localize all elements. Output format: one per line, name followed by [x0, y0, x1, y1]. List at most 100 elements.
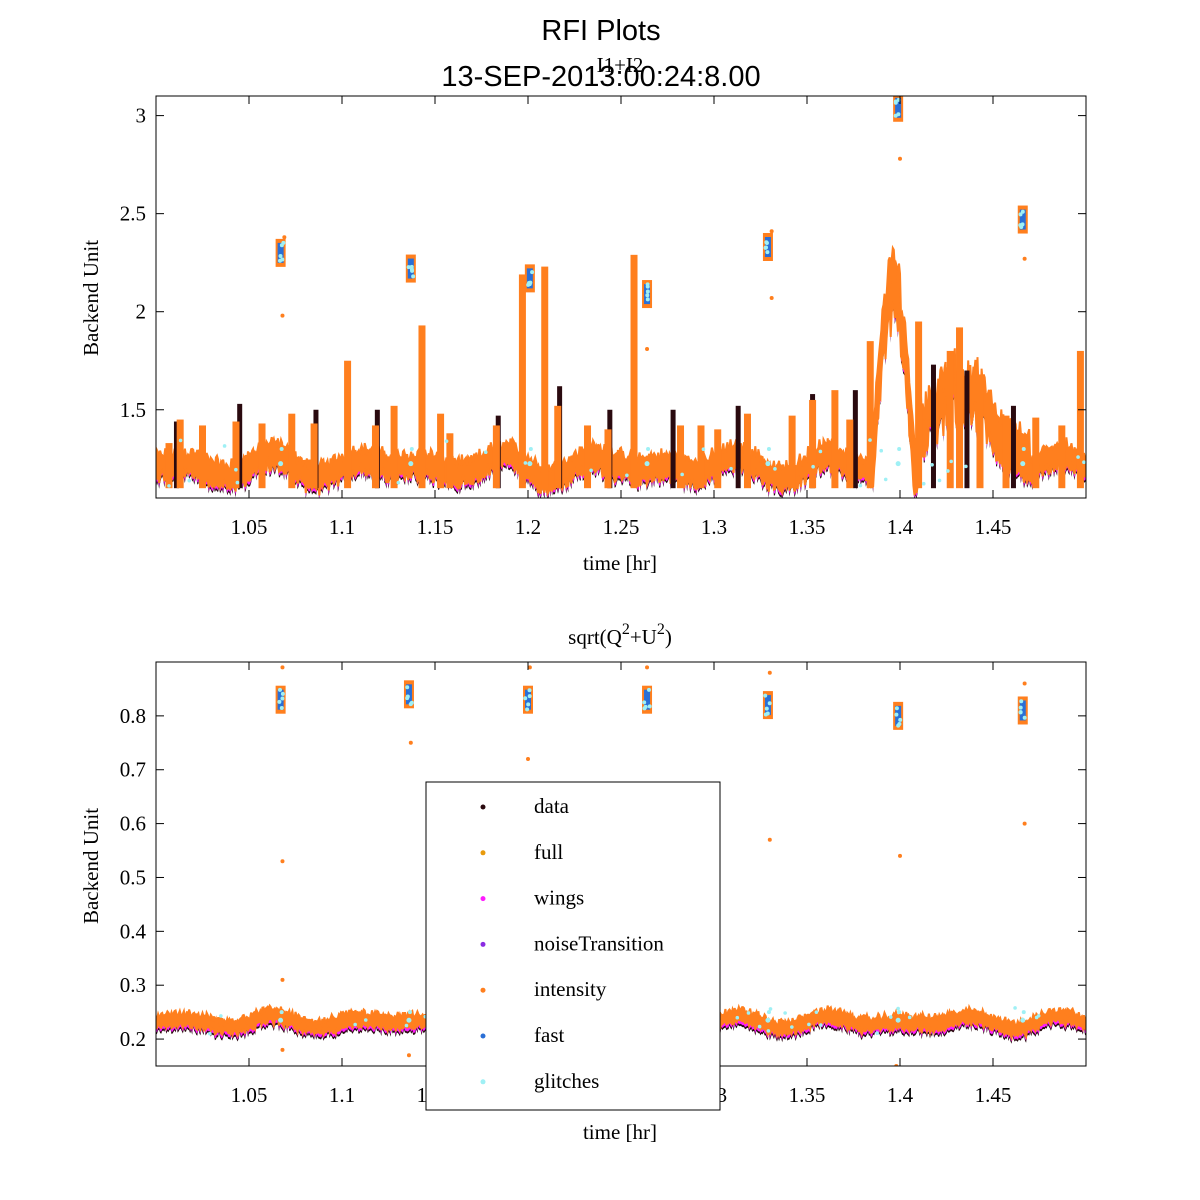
- outlier-point: [280, 977, 285, 982]
- glitch-point: [279, 706, 284, 711]
- glitch-cluster-fast: [277, 689, 284, 710]
- glitch-point: [222, 444, 227, 448]
- glitch-point: [530, 270, 535, 275]
- legend-marker-data: [480, 804, 486, 810]
- glitch-point: [746, 1011, 751, 1015]
- legend-label-full: full: [534, 840, 563, 864]
- glitch-point: [279, 1010, 284, 1015]
- glitch-point: [406, 265, 411, 270]
- y-tick-label: 0.5: [120, 865, 146, 889]
- glitch-cluster-fast: [1019, 700, 1026, 721]
- y-tick-label: 3: [136, 104, 147, 128]
- intensity-spike: [518, 274, 526, 489]
- glitch-point: [234, 467, 238, 472]
- glitch-point: [178, 438, 183, 443]
- glitch-point: [280, 691, 285, 696]
- glitch-point: [964, 464, 968, 469]
- glitch-point: [409, 267, 414, 272]
- outlier-point: [406, 1053, 411, 1058]
- data-spike: [237, 403, 243, 489]
- intensity-spike: [418, 325, 426, 489]
- legend-label-noiseTransition: noiseTransition: [534, 931, 664, 955]
- glitch-point: [527, 461, 533, 467]
- panel-top-points: [156, 96, 1086, 498]
- legend-box: [425, 781, 721, 1111]
- glitch-point: [763, 693, 768, 698]
- glitch-point: [1018, 705, 1023, 710]
- outlier-point: [645, 346, 650, 351]
- intensity-spike: [390, 405, 398, 489]
- glitch-cluster-fast: [526, 268, 533, 289]
- panel-top-xticks: 1.05 1.1 1.15 1.2 1.25 1.3 1.35 1.4 1.45: [231, 96, 1012, 539]
- glitch-point: [763, 712, 768, 717]
- glitch-point: [281, 240, 286, 245]
- glitch-point: [1020, 461, 1026, 467]
- glitch-point: [894, 712, 899, 717]
- glitch-point: [280, 696, 285, 701]
- legend-items: data full wings noiseTransition intensity fas…: [480, 794, 664, 1093]
- glitch-point: [167, 484, 171, 488]
- x-tick-label: 1.45: [975, 1083, 1012, 1107]
- glitch-point: [790, 1025, 794, 1029]
- glitch-point: [1020, 209, 1025, 214]
- intensity-spike: [554, 405, 562, 489]
- intensity-spike: [165, 443, 173, 489]
- x-tick-label: 1.1: [329, 515, 355, 539]
- glitch-point: [407, 1010, 412, 1015]
- outlier-point: [282, 235, 287, 240]
- y-tick-label: 0.3: [120, 973, 146, 997]
- figure-title: RFI Plots: [541, 15, 660, 47]
- glitch-point: [818, 449, 823, 454]
- outlier-point: [898, 156, 902, 161]
- intensity-spike: [232, 421, 240, 489]
- y-tick-label: 2: [136, 300, 147, 324]
- intensity-spike: [437, 413, 445, 489]
- figure-subtitle: 13-SEP-2013:00:24:8.00: [441, 61, 760, 93]
- glitch-point: [219, 1014, 223, 1018]
- intensity-spike: [630, 254, 638, 489]
- x-tick-label: 1.2: [515, 515, 541, 539]
- intensity-spike: [846, 419, 854, 489]
- panel-top-ylabel: Backend Unit: [79, 240, 103, 356]
- intensity-spike: [788, 415, 796, 489]
- panel-bottom-yticks: 0.2 0.3 0.4 0.5 0.6 0.7 0.8: [120, 704, 1086, 1051]
- glitch-point: [765, 1017, 771, 1023]
- glitch-point: [1018, 710, 1023, 715]
- outlier-point: [767, 837, 772, 842]
- outlier-point: [1022, 821, 1027, 826]
- x-tick-label: 1.05: [231, 515, 268, 539]
- glitch-point: [404, 1023, 409, 1028]
- glitch-point: [642, 700, 647, 705]
- glitch-point: [405, 694, 410, 699]
- data-spike: [930, 364, 936, 489]
- glitch-point: [814, 1010, 819, 1014]
- glitch-point: [757, 1024, 762, 1029]
- glitch-cluster-fast: [895, 705, 902, 726]
- intensity-spike: [946, 350, 954, 489]
- x-tick-label: 1.4: [887, 1083, 914, 1107]
- data-spike: [670, 409, 676, 489]
- glitch-point: [907, 1015, 912, 1020]
- glitch-point: [765, 461, 771, 467]
- outlier-point: [280, 665, 285, 670]
- outlier-point: [1022, 256, 1027, 261]
- panel-intensity: I1+I2 1.05 1.1 1.15 1.2 1.25 1.3 1.35 1.4 1.45 1…: [79, 53, 1087, 575]
- glitch-point: [526, 282, 531, 287]
- x-tick-label: 1.45: [975, 515, 1012, 539]
- y-tick-label: 0.4: [120, 919, 147, 943]
- legend-label-wings: wings: [534, 886, 584, 910]
- x-tick-label: 1.4: [887, 515, 914, 539]
- data-spike: [852, 390, 858, 489]
- glitch-point: [768, 1007, 773, 1011]
- glitch-point: [589, 468, 593, 473]
- glitch-point: [893, 100, 898, 105]
- y-tick-label: 0.8: [120, 704, 146, 728]
- intensity-spike: [866, 341, 874, 489]
- glitch-point: [647, 704, 652, 709]
- panel-bottom-title: sqrt(Q2+U2): [568, 621, 672, 649]
- intensity-spike: [258, 423, 266, 489]
- intensity-spike: [743, 413, 751, 489]
- glitch-point: [879, 448, 884, 453]
- title-sup: 2: [657, 621, 665, 638]
- glitch-point: [773, 467, 777, 471]
